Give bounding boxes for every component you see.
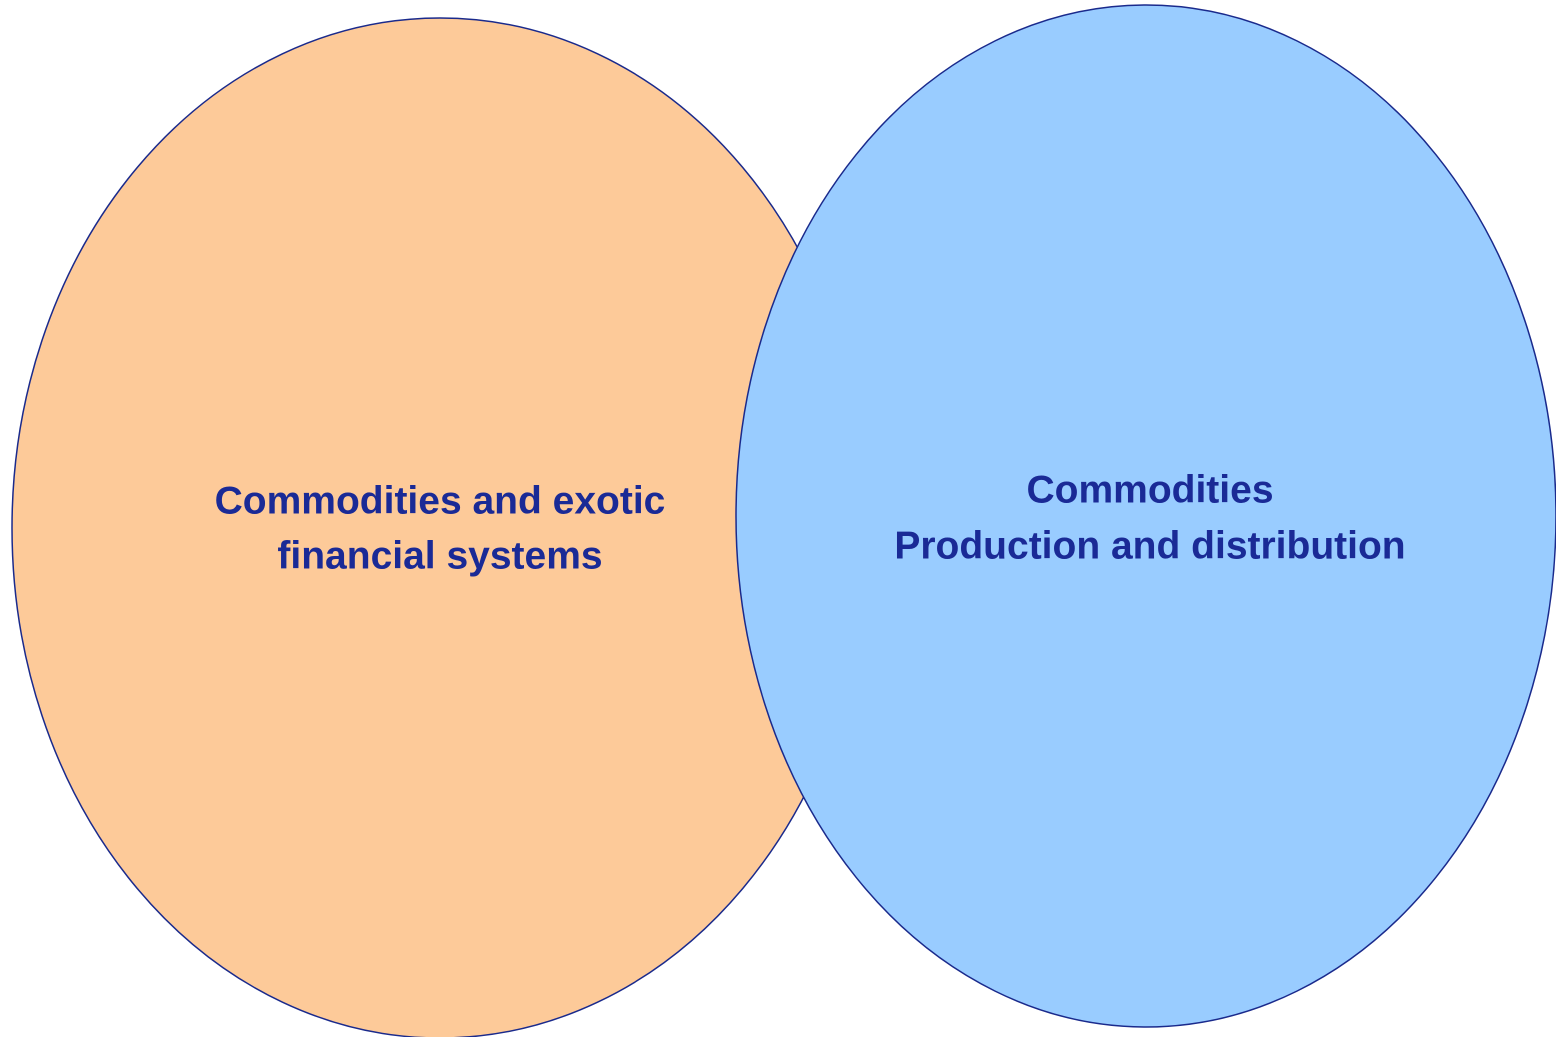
left-label: financial systems [277,534,602,577]
right-circle [735,4,1556,1028]
right-label: Commodities [1026,468,1273,511]
right-label: Production and distribution [894,524,1405,567]
left-label: Commodities and exotic [215,479,666,522]
